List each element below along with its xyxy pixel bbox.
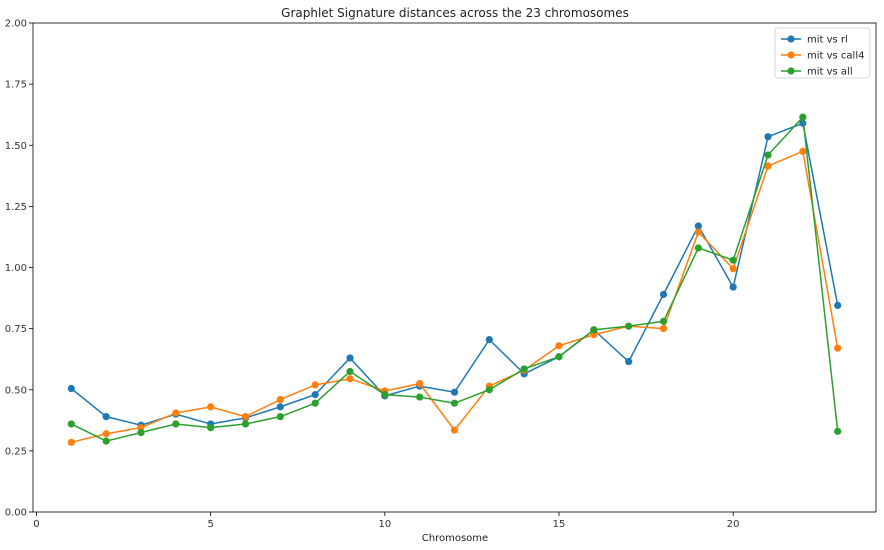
data-point	[241, 420, 250, 428]
data-point	[241, 413, 250, 421]
y-tick-label: 1.50	[5, 141, 27, 152]
legend-label: mit vs rl	[807, 35, 848, 46]
data-point	[555, 342, 563, 350]
series-line	[71, 150, 839, 444]
data-point	[694, 244, 702, 252]
legend: mit vs rl mit vs call4 mit vs all	[774, 27, 871, 79]
data-point	[137, 428, 145, 437]
x-tick-label: 5	[207, 519, 213, 530]
data-point	[416, 380, 424, 388]
data-point	[485, 336, 493, 344]
data-point	[381, 391, 389, 399]
data-point	[207, 424, 215, 432]
data-point	[729, 283, 737, 291]
data-point	[729, 265, 737, 273]
data-point	[67, 420, 75, 428]
data-point	[276, 403, 284, 411]
y-tick-label: 0.00	[5, 508, 27, 519]
data-point	[764, 133, 772, 141]
x-tick-label: 10	[378, 519, 391, 530]
data-point	[450, 399, 459, 407]
data-point	[659, 325, 668, 333]
y-tick-label: 1.25	[5, 202, 27, 213]
data-point	[207, 403, 215, 411]
x-tick-label: 0	[33, 519, 39, 530]
data-point	[520, 365, 528, 373]
data-point	[625, 322, 633, 330]
data-point	[834, 427, 842, 435]
legend-label: mit vs all	[807, 67, 853, 78]
data-point	[694, 222, 702, 230]
data-point	[311, 399, 319, 407]
legend-marker	[787, 35, 795, 43]
data-point	[590, 326, 598, 334]
x-axis-label: Chromosome	[422, 533, 488, 544]
series-2	[67, 113, 842, 445]
data-point	[450, 426, 459, 434]
data-point	[346, 375, 354, 383]
y-tick-label: 1.75	[5, 80, 27, 91]
data-point	[625, 358, 633, 366]
series-line	[70, 122, 839, 426]
data-point	[346, 367, 354, 376]
y-tick-label: 0.25	[5, 446, 27, 457]
chart-title: Graphlet Signature distances across the …	[281, 6, 629, 20]
x-tick-label: 15	[553, 519, 566, 530]
data-point	[172, 420, 180, 428]
data-point	[102, 430, 110, 438]
data-point	[834, 344, 842, 352]
data-point	[67, 438, 75, 446]
legend-label: mit vs call4	[807, 51, 864, 62]
plot-area: 0 5 10 15 20 0.00 0.25 0.50 0.75 1.00 1.25 1.50 1.75…	[5, 19, 877, 530]
plot-frame	[32, 22, 877, 513]
data-point	[485, 386, 493, 394]
data-point	[67, 384, 75, 393]
legend-box	[774, 27, 871, 79]
data-point	[276, 413, 284, 421]
data-point	[659, 317, 668, 325]
data-point	[416, 393, 424, 401]
data-point	[450, 388, 459, 396]
data-point	[102, 437, 110, 445]
data-point	[555, 353, 563, 361]
data-point	[172, 409, 180, 417]
y-tick-label: 0.50	[5, 385, 27, 396]
data-point	[311, 381, 319, 389]
series-0	[67, 119, 842, 429]
data-point	[659, 290, 668, 298]
data-point	[764, 162, 772, 170]
data-point	[799, 147, 807, 155]
data-point	[346, 354, 354, 362]
data-point	[102, 413, 110, 421]
data-point	[764, 151, 772, 159]
data-point	[799, 113, 807, 121]
data-point	[834, 301, 842, 309]
data-point	[311, 391, 319, 399]
legend-marker	[787, 67, 795, 75]
y-tick-label: 1.00	[5, 263, 27, 274]
y-tick-label: 2.00	[5, 19, 27, 30]
data-point	[729, 256, 737, 264]
data-point	[276, 395, 284, 404]
data-point	[694, 228, 702, 236]
legend-marker	[787, 51, 795, 59]
x-tick-label: 20	[727, 519, 740, 530]
y-tick-label: 0.75	[5, 324, 27, 335]
